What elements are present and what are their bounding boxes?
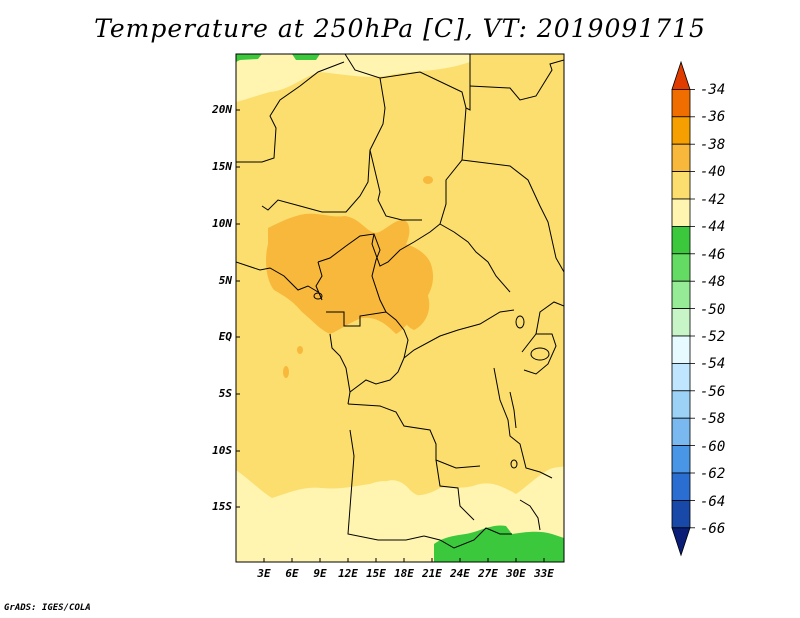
colorbar-segment — [671, 253, 691, 282]
colorbar-segment — [671, 308, 691, 337]
contour-green-north-2 — [292, 54, 320, 60]
contour-orange-fleck-3 — [283, 366, 289, 378]
lakes — [313, 292, 550, 469]
lon-label-30e: 30E — [506, 567, 526, 580]
colorbar-label-m62: -62 — [700, 466, 726, 482]
colorbar-segment — [671, 89, 691, 118]
colorbar-label-m40: -40 — [700, 164, 726, 180]
colorbar-segment — [671, 499, 691, 529]
colorbar-segment — [671, 527, 691, 557]
country-borders — [236, 54, 564, 549]
colorbar-label-m60: -60 — [700, 439, 726, 455]
colorbar-label-m36: -36 — [700, 109, 726, 125]
colorbar-label-m38: -38 — [700, 137, 726, 153]
colorbar-segment — [671, 143, 691, 172]
colorbar-label-m56: -56 — [700, 384, 726, 400]
lat-label-eq: EQ — [218, 330, 232, 343]
colorbar-label-m54: -54 — [700, 356, 726, 372]
colorbar-segment — [671, 225, 691, 255]
lon-label-33e: 33E — [534, 567, 554, 580]
colorbar-label-m52: -52 — [700, 329, 726, 345]
colorbar-label-m48: -48 — [700, 274, 726, 290]
chart-title: Temperature at 250hPa [C], VT: 201909171… — [94, 14, 706, 43]
colorbar-segment — [671, 335, 691, 364]
contour-pale-north — [236, 54, 470, 102]
lon-label-6e: 6E — [285, 567, 299, 580]
colorbar-segment — [671, 417, 691, 447]
lat-label-10s: 10S — [212, 444, 232, 457]
colorbar-label-m66: -66 — [700, 521, 726, 537]
lon-label-18e: 18E — [394, 567, 414, 580]
contour-green-north — [236, 54, 262, 62]
contour-green-south — [434, 525, 564, 562]
colorbar-label-m58: -58 — [700, 411, 726, 427]
lat-label-15n: 15N — [212, 160, 232, 173]
colorbar-segment — [671, 198, 691, 227]
colorbar-segment — [671, 472, 691, 501]
colorbar-segment — [671, 280, 691, 310]
lon-label-9e: 9E — [313, 567, 327, 580]
lon-label-27e: 27E — [478, 567, 498, 580]
colorbar-label-m50: -50 — [700, 302, 726, 318]
colorbar-label-m44: -44 — [700, 219, 726, 235]
colorbar-segment — [671, 171, 691, 200]
colorbar-segment — [671, 116, 691, 145]
lon-label-15e: 15E — [366, 567, 386, 580]
contour-orange-east — [401, 285, 430, 330]
colorbar-label-m34: -34 — [700, 82, 726, 98]
colorbar — [671, 60, 695, 557]
lon-label-12e: 12E — [338, 567, 358, 580]
colorbar-label-m64: -64 — [700, 494, 726, 510]
contour-pale-patch — [378, 480, 446, 510]
lat-label-20n: 20N — [212, 103, 232, 116]
colorbar-label-m46: -46 — [700, 247, 726, 263]
colorbar-segment — [671, 362, 691, 392]
colorbar-label-m42: -42 — [700, 192, 726, 208]
axis-ticks — [236, 109, 545, 562]
colorbar-segment — [671, 390, 691, 419]
colorbar-segment — [671, 445, 691, 474]
lon-label-3e: 3E — [257, 567, 271, 580]
map-frame — [235, 53, 565, 563]
colorbar-segment — [671, 60, 691, 90]
lat-label-15s: 15S — [212, 500, 232, 513]
lat-label-10n: 10N — [212, 217, 232, 230]
contour-orange-fleck-1 — [423, 176, 433, 184]
lat-label-5n: 5N — [218, 274, 232, 287]
lat-label-5s: 5S — [218, 387, 232, 400]
contour-orange-fleck-2 — [297, 346, 303, 354]
grads-credit: GrADS: IGES/COLA — [4, 603, 91, 613]
lon-label-21e: 21E — [422, 567, 442, 580]
lon-label-24e: 24E — [450, 567, 470, 580]
